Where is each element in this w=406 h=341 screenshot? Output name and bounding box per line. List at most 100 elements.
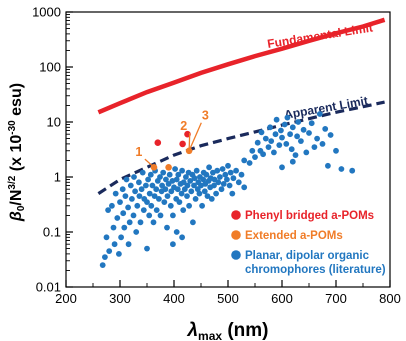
data-point	[179, 234, 186, 241]
data-point	[176, 199, 183, 206]
y-tick-label: 1000	[32, 5, 61, 20]
data-point	[140, 207, 147, 214]
data-point	[139, 169, 146, 176]
data-point	[132, 188, 139, 195]
data-point	[179, 140, 186, 148]
data-point	[203, 171, 210, 178]
data-point	[156, 196, 162, 202]
legend-label: Extended a-POMs	[245, 230, 343, 242]
annotations: 1 2 3	[135, 109, 209, 168]
x-tick-label: 600	[271, 291, 293, 306]
data-point	[230, 175, 237, 182]
data-point	[146, 190, 153, 197]
data-point	[204, 193, 211, 200]
data-point	[289, 158, 296, 165]
data-point	[111, 241, 118, 248]
fundamental-limit-label: Fundamental Limit	[266, 20, 374, 51]
data-point	[260, 151, 266, 158]
data-point	[254, 139, 261, 146]
data-point	[146, 212, 153, 219]
data-point	[118, 234, 124, 241]
data-point	[235, 179, 242, 186]
point-annotation-label: 3	[202, 109, 209, 123]
data-point	[268, 138, 275, 145]
x-tick-label: 700	[325, 291, 347, 306]
data-point	[227, 169, 234, 176]
data-point	[174, 186, 181, 193]
data-point	[120, 210, 127, 217]
data-point	[129, 196, 135, 202]
data-point	[172, 166, 179, 172]
legend-marker	[231, 210, 241, 220]
data-point	[170, 212, 176, 219]
data-point	[271, 149, 277, 156]
data-point	[219, 166, 226, 172]
data-point	[229, 190, 236, 197]
data-point	[165, 164, 172, 171]
annotation-leader-line	[188, 132, 191, 151]
y-axis: 0.01 0.1 1 10 100 1000	[32, 5, 73, 295]
point-annotation-label: 2	[180, 119, 187, 133]
data-point	[191, 182, 197, 189]
data-point	[150, 219, 157, 226]
y-tick-label: 1	[54, 170, 61, 185]
data-point	[175, 171, 182, 178]
x-axis-title: λmax (nm)	[186, 320, 268, 341]
data-point	[319, 141, 326, 147]
data-point	[306, 130, 312, 136]
data-point	[206, 164, 213, 171]
data-point	[325, 162, 331, 169]
data-point	[170, 241, 176, 248]
data-point	[288, 146, 295, 153]
data-point	[225, 162, 231, 169]
x-axis-title-unit: (nm)	[222, 320, 268, 341]
data-point	[300, 126, 307, 133]
data-point	[185, 147, 193, 155]
data-point	[121, 224, 128, 231]
data-point	[186, 202, 193, 209]
data-point	[103, 234, 110, 241]
data-point	[201, 188, 208, 195]
data-point	[173, 176, 180, 183]
data-point	[144, 199, 150, 206]
data-point	[265, 144, 272, 151]
data-point	[311, 144, 318, 151]
data-point	[224, 176, 230, 183]
data-point	[149, 182, 156, 189]
data-point	[292, 152, 299, 159]
data-point	[164, 224, 170, 231]
data-point	[148, 202, 155, 209]
data-point	[289, 124, 296, 131]
data-point	[160, 169, 167, 176]
data-point	[164, 193, 171, 200]
data-point	[167, 202, 174, 209]
annotation-leader-line	[188, 122, 202, 152]
annotation-leader-line	[144, 158, 155, 168]
data-point	[137, 219, 144, 226]
data-point	[110, 224, 117, 231]
data-point	[144, 245, 150, 252]
data-point	[127, 182, 134, 189]
data-point	[106, 248, 113, 255]
data-point	[184, 182, 191, 189]
data-point	[278, 127, 284, 134]
data-point	[154, 139, 162, 146]
data-point	[196, 190, 203, 197]
y-tick-label: 100	[39, 60, 61, 75]
data-point	[338, 166, 345, 172]
point-annotation-label: 1	[135, 145, 142, 159]
x-tick-label: 200	[55, 291, 77, 306]
data-point	[119, 186, 126, 193]
data-point	[112, 190, 119, 197]
data-point	[114, 215, 121, 221]
data-point	[125, 241, 132, 248]
data-point	[249, 147, 256, 154]
apparent-limit-label: Apparent Limit	[283, 93, 369, 121]
data-point	[199, 202, 206, 209]
data-point	[184, 193, 190, 200]
data-point	[281, 121, 288, 128]
data-point	[262, 135, 269, 142]
data-point	[123, 176, 130, 183]
data-point	[188, 188, 195, 195]
